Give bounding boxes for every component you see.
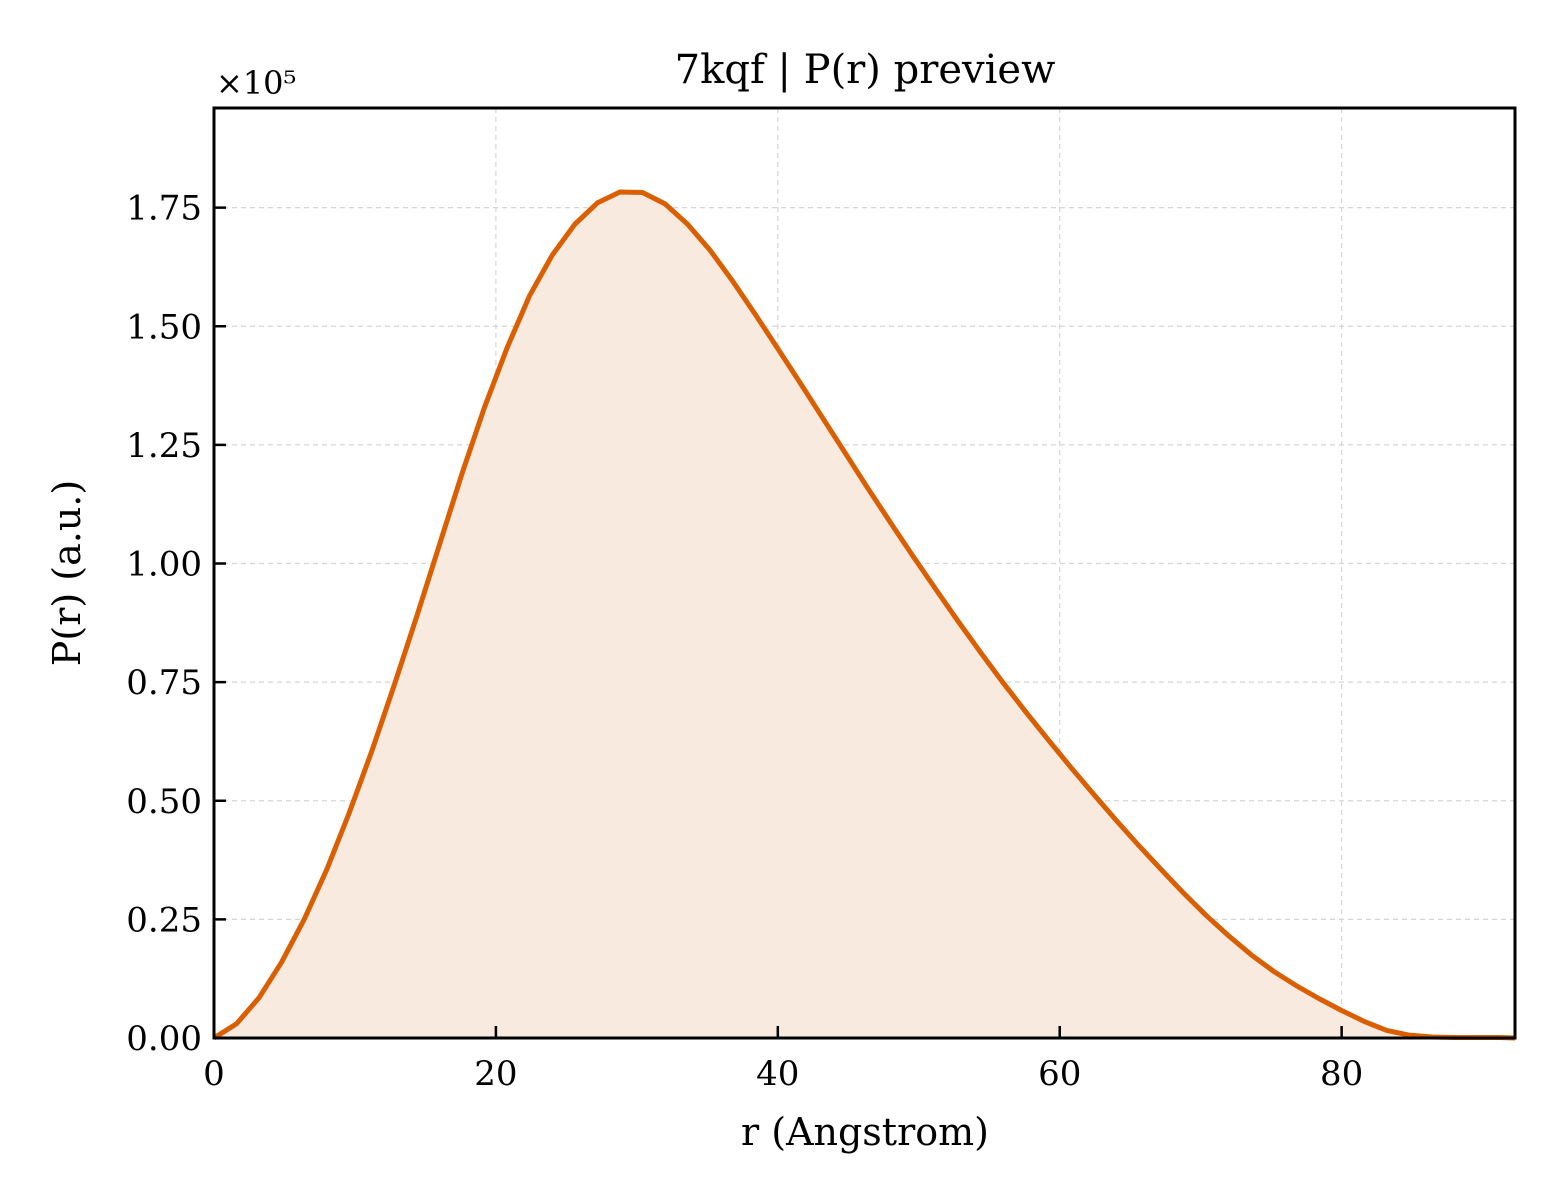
x-tick-label: 80 <box>1320 1054 1363 1094</box>
y-tick-labels: 0.00 0.25 0.50 0.75 1.00 1.25 1.50 1.75 <box>126 189 202 1059</box>
y-axis-multiplier: ×10⁵ <box>216 64 296 102</box>
axis-ticks <box>212 206 1343 1040</box>
series-line <box>212 189 1516 1041</box>
y-tick-label: 1.00 <box>126 545 202 585</box>
x-tick-label: 0 <box>203 1054 225 1094</box>
plot-frame <box>212 106 1517 1040</box>
x-tick-label: 40 <box>756 1054 799 1094</box>
x-tick-label: 60 <box>1038 1054 1081 1094</box>
x-tick-labels: 0 20 40 60 80 <box>203 1054 1363 1094</box>
y-tick-label: 1.50 <box>126 307 202 347</box>
y-tick-label: 0.75 <box>126 663 202 703</box>
y-tick-label: 1.25 <box>126 426 202 466</box>
y-tick-label: 0.00 <box>126 1019 202 1059</box>
x-axis-label: r (Angstrom) <box>741 1110 989 1154</box>
y-tick-label: 0.50 <box>126 782 202 822</box>
chart-title: 7kqf | P(r) preview <box>675 47 1056 93</box>
y-tick-label: 1.75 <box>126 189 202 229</box>
y-tick-label: 0.25 <box>126 900 202 940</box>
y-axis-label: P(r) (a.u.) <box>45 480 89 666</box>
area-fill <box>214 191 1515 1039</box>
x-tick-label: 20 <box>474 1054 517 1094</box>
